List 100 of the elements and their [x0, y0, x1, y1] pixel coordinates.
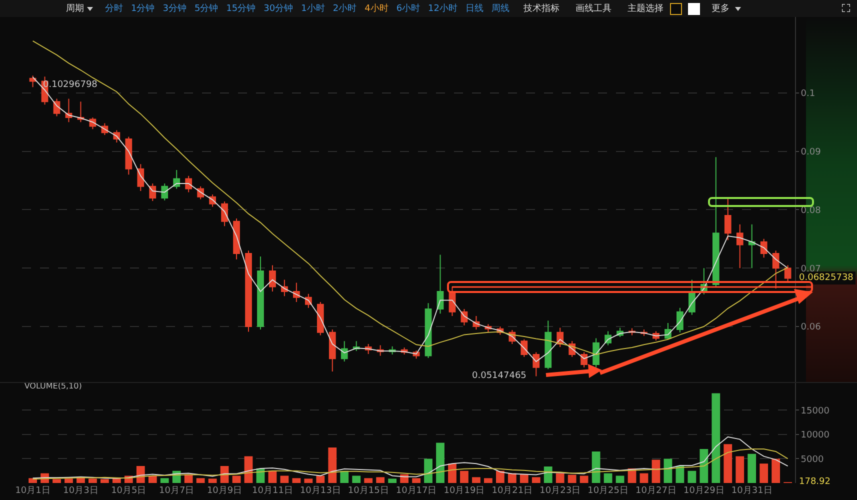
bar: [376, 477, 385, 483]
candlestick: [257, 256, 264, 330]
text: 15分钟: [226, 2, 256, 15]
bar: [664, 458, 672, 483]
x-tick-label: 10月7日: [159, 486, 194, 496]
bar: [88, 478, 97, 483]
candlestick: [340, 340, 348, 362]
bar: [592, 451, 600, 483]
bar: [268, 470, 277, 483]
bar: [508, 473, 516, 483]
x-tick-label: 10月25日: [588, 486, 628, 496]
bar: [568, 474, 576, 483]
bar: [232, 476, 241, 483]
x-tick-label: 10月15日: [348, 486, 389, 496]
bar: [496, 470, 504, 483]
bar: [580, 476, 588, 483]
x-tick-label: 10月13日: [300, 486, 341, 496]
candlestick: [748, 224, 756, 269]
x-tick-label: 10月23日: [540, 486, 581, 496]
bar: [436, 442, 444, 483]
bar: [700, 449, 708, 483]
candlestick: [772, 250, 780, 290]
text: 周线: [492, 2, 510, 15]
text: 1小时: [301, 2, 325, 15]
text: 4小时: [364, 2, 388, 15]
candlestick: [137, 164, 144, 192]
bar: [544, 466, 552, 483]
y-tick-label: 5000: [800, 454, 824, 465]
bar: [616, 476, 624, 483]
text: 6小时: [396, 2, 420, 15]
text: 30分钟: [264, 2, 294, 15]
text: 主题选择: [628, 2, 664, 15]
candlestick: [269, 264, 276, 292]
bar: [160, 478, 169, 483]
candlestick: [760, 238, 768, 258]
text: 5分钟: [194, 2, 218, 15]
candlestick: [736, 224, 744, 269]
bar: [532, 477, 540, 483]
bar: [640, 473, 648, 483]
candlestick: [125, 136, 132, 176]
text: 2小时: [332, 2, 357, 15]
bar: [316, 476, 325, 483]
x-tick-label: 10月27日: [636, 486, 676, 496]
bar: [208, 478, 217, 483]
text: 日线: [466, 2, 484, 15]
x-tick-label: 10月11日: [252, 486, 293, 496]
candlestick: [161, 182, 168, 201]
text: 178.92: [799, 477, 830, 487]
bar: [448, 464, 456, 483]
bar: [748, 454, 756, 483]
x-tick-label: 10月19日: [444, 486, 485, 496]
bar: [724, 444, 732, 483]
bar: [304, 478, 313, 483]
bar: [352, 476, 361, 483]
bar: [772, 458, 780, 483]
bar: [52, 479, 61, 483]
candlestick: [233, 218, 240, 260]
y-tick-label: 15000: [800, 406, 830, 416]
x-tick-label: 10月21日: [492, 486, 533, 496]
annotation: 0.05147465: [472, 371, 526, 381]
candlestick: [245, 250, 252, 332]
bar: [340, 470, 349, 483]
text: 0.06825738: [799, 273, 854, 283]
candlestick: [520, 338, 528, 358]
bar: [148, 476, 157, 483]
bar: [652, 460, 660, 483]
text: 画线工具: [576, 2, 612, 15]
bar: [484, 478, 492, 483]
line-series: [32, 436, 788, 479]
bar: [472, 477, 480, 483]
candlestick: [724, 198, 732, 241]
text: 12小时: [428, 2, 458, 15]
candlestick: [712, 156, 720, 288]
candlestick: [149, 182, 156, 202]
bar: [424, 458, 432, 483]
text: 3分钟: [162, 2, 186, 15]
bar: [196, 478, 205, 483]
candlestick: [784, 264, 792, 282]
bar: [64, 478, 73, 483]
candlestick: [316, 301, 324, 336]
x-tick-label: 10月31日: [731, 486, 772, 496]
y-tick-label: 0.1: [800, 89, 816, 100]
y-tick-label: 10000: [800, 430, 830, 441]
text: 更多: [712, 2, 730, 15]
y-tick-label: 0.06: [800, 322, 822, 333]
bar: [460, 470, 468, 483]
x-tick-label: 10月3日: [63, 486, 98, 496]
x-tick-label: 10月29日: [683, 486, 724, 496]
text: 分时: [105, 2, 123, 15]
line-series: [32, 448, 788, 480]
text: 1分钟: [131, 2, 155, 15]
bar: [100, 479, 109, 483]
bar: [328, 448, 337, 483]
x-tick-label: 10月9日: [206, 486, 242, 496]
bar: [388, 478, 397, 483]
bar: [556, 473, 564, 483]
y-tick-label: 0.08: [800, 206, 822, 216]
bar: [292, 478, 301, 483]
bar: [688, 470, 696, 483]
candlestick: [676, 307, 684, 333]
